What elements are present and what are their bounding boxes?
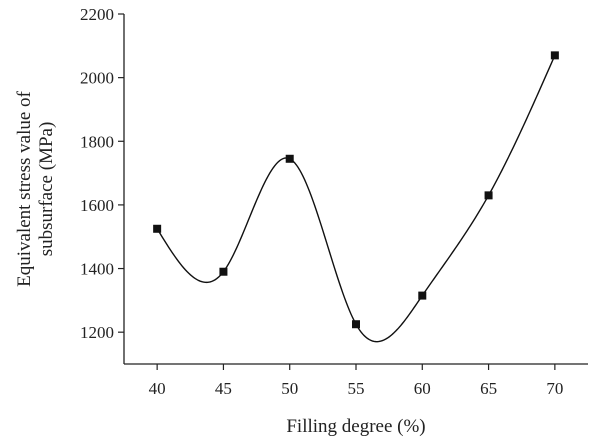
data-point-marker <box>352 320 360 329</box>
data-point-marker <box>219 267 228 276</box>
x-tick-label: 60 <box>414 379 431 398</box>
data-point-marker <box>484 191 493 200</box>
y-tick-label: 2200 <box>80 5 114 24</box>
x-tick-label: 45 <box>215 379 232 398</box>
y-tick-label: 1600 <box>80 196 114 215</box>
data-point-marker <box>285 154 294 163</box>
y-tick-label: 1800 <box>80 132 114 151</box>
y-axis-ticks: 1200 1400 1600 1800 2000 2200 <box>80 5 124 342</box>
data-point-marker <box>550 51 559 60</box>
y-axis-title-line-2: subsurface (MPa) <box>36 122 57 257</box>
chart-axes <box>123 14 588 365</box>
y-axis-title-line-1: Equivalent stress value of <box>14 90 35 286</box>
x-tick-label: 65 <box>480 379 497 398</box>
series-line <box>156 55 556 343</box>
x-tick-label: 50 <box>281 379 298 398</box>
data-point-marker <box>418 291 427 300</box>
series-markers <box>153 51 559 329</box>
x-tick-label: 40 <box>149 379 166 398</box>
y-axis-title: Equivalent stress value of subsurface (M… <box>14 90 57 286</box>
y-tick-label: 1200 <box>80 323 114 342</box>
y-tick-label: 1400 <box>80 260 114 279</box>
data-point-marker <box>153 224 162 233</box>
x-tick-label: 70 <box>546 379 563 398</box>
y-tick-label: 2000 <box>80 69 114 88</box>
x-axis-ticks: 40 45 50 55 60 65 70 <box>149 364 563 398</box>
x-tick-label: 55 <box>348 379 365 398</box>
x-axis-title: Filling degree (%) <box>286 416 425 437</box>
